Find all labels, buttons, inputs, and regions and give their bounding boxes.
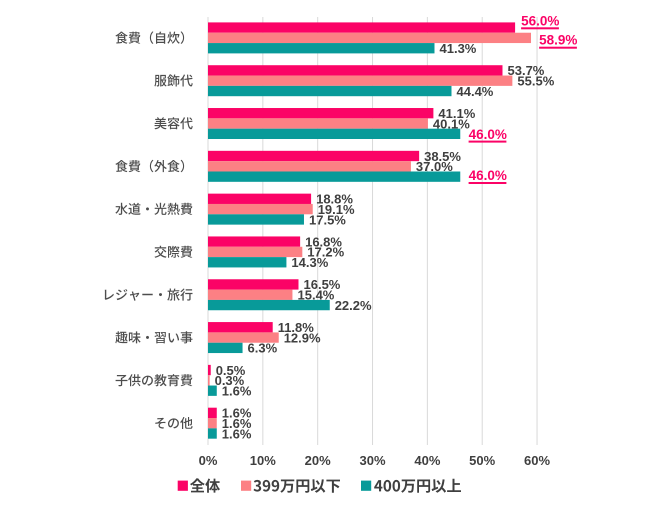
svg-text:12.9%: 12.9% bbox=[284, 330, 321, 345]
svg-text:1.6%: 1.6% bbox=[222, 416, 252, 431]
svg-text:1.6%: 1.6% bbox=[222, 426, 252, 441]
svg-text:18.8%: 18.8% bbox=[316, 192, 353, 207]
svg-text:10%: 10% bbox=[250, 453, 276, 468]
svg-text:17.5%: 17.5% bbox=[309, 212, 346, 227]
svg-text:44.4%: 44.4% bbox=[457, 84, 494, 99]
svg-text:41.1%: 41.1% bbox=[438, 106, 475, 121]
svg-text:1.6%: 1.6% bbox=[222, 384, 252, 399]
svg-text:15.4%: 15.4% bbox=[298, 288, 335, 303]
svg-text:40.1%: 40.1% bbox=[433, 116, 470, 131]
svg-text:46.0%: 46.0% bbox=[469, 127, 507, 142]
svg-text:14.3%: 14.3% bbox=[291, 255, 328, 270]
svg-text:0%: 0% bbox=[199, 453, 218, 468]
svg-text:20%: 20% bbox=[305, 453, 331, 468]
svg-text:37.0%: 37.0% bbox=[416, 159, 453, 174]
svg-text:19.1%: 19.1% bbox=[318, 202, 355, 217]
svg-text:0.5%: 0.5% bbox=[216, 363, 246, 378]
svg-text:0.3%: 0.3% bbox=[215, 373, 245, 388]
svg-text:53.7%: 53.7% bbox=[508, 63, 545, 78]
svg-text:16.5%: 16.5% bbox=[304, 277, 341, 292]
svg-text:16.8%: 16.8% bbox=[305, 234, 342, 249]
svg-text:17.2%: 17.2% bbox=[307, 245, 344, 260]
svg-text:40%: 40% bbox=[414, 453, 440, 468]
svg-text:11.8%: 11.8% bbox=[278, 320, 315, 335]
svg-text:50%: 50% bbox=[469, 453, 495, 468]
svg-text:56.0%: 56.0% bbox=[521, 13, 559, 28]
svg-text:22.2%: 22.2% bbox=[335, 298, 372, 313]
svg-text:30%: 30% bbox=[359, 453, 385, 468]
svg-text:58.9%: 58.9% bbox=[539, 33, 577, 48]
svg-text:41.3%: 41.3% bbox=[440, 41, 477, 56]
svg-text:60%: 60% bbox=[524, 453, 550, 468]
svg-text:55.5%: 55.5% bbox=[517, 74, 554, 89]
svg-text:6.3%: 6.3% bbox=[248, 341, 278, 356]
svg-text:1.6%: 1.6% bbox=[222, 406, 252, 421]
svg-text:38.5%: 38.5% bbox=[424, 149, 461, 164]
svg-text:46.0%: 46.0% bbox=[469, 168, 507, 183]
